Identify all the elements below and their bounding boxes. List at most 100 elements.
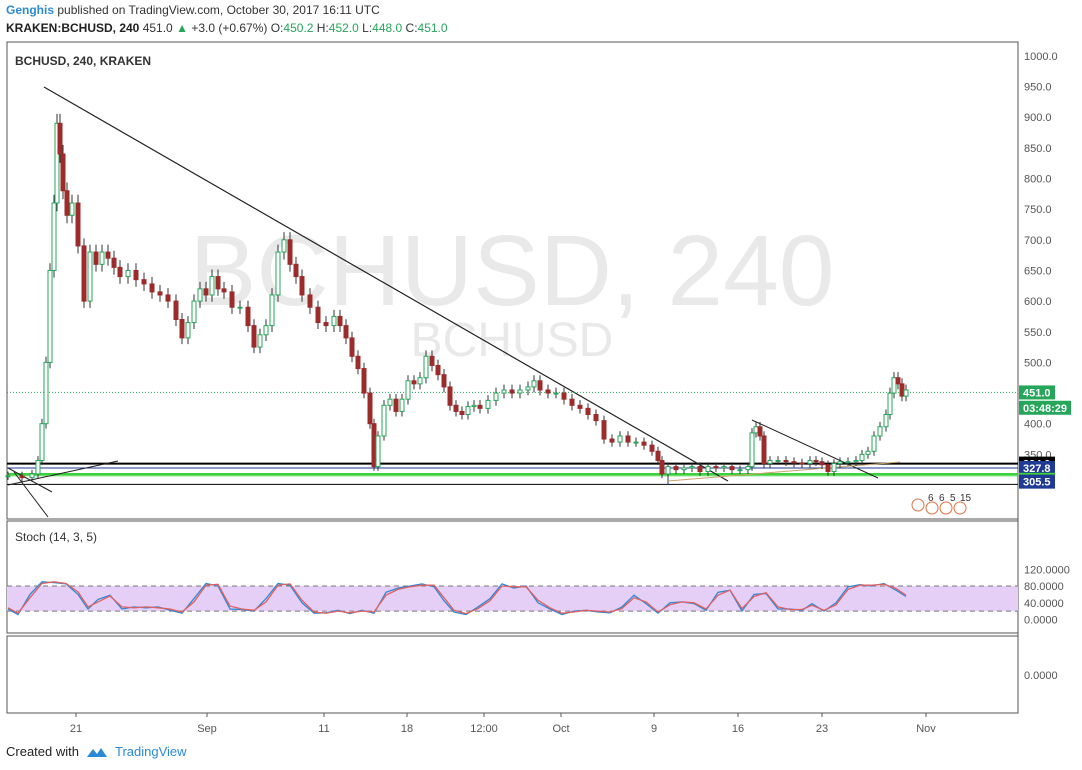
candle-down: [601, 420, 607, 440]
candle-down: [585, 407, 591, 416]
watermark-subtext: BCHUSD: [411, 314, 614, 367]
last-price: 451.0: [142, 21, 173, 35]
watermark-text: BCHUSD, 240: [190, 215, 835, 327]
price-tick-label: 900.0: [1024, 112, 1052, 124]
candle-down: [609, 438, 615, 443]
price-change: +3.0 (+0.67%): [191, 21, 268, 35]
candle-down: [729, 466, 735, 471]
candle-down: [429, 355, 435, 366]
candle-up: [465, 406, 471, 416]
price-tag-label: 305.5: [1023, 477, 1051, 489]
candle-down: [93, 251, 99, 265]
price-tag: [1019, 385, 1055, 400]
empty-pane-frame: [6, 635, 1019, 714]
x-tick-label: 18: [401, 723, 413, 735]
event-flag-icon: [911, 498, 925, 512]
candle-down: [713, 466, 719, 469]
candle-down: [569, 398, 575, 406]
price-tick-label: 500.0: [1024, 357, 1052, 369]
candle-down: [157, 291, 163, 296]
price-tag: [1019, 400, 1071, 415]
candle-down: [141, 279, 147, 285]
candle-up: [887, 392, 893, 416]
candle-up: [517, 389, 523, 394]
price-tag-label: 03:48:29: [1023, 403, 1067, 415]
candle-down: [673, 466, 679, 471]
candle-down: [367, 392, 373, 425]
candle-down: [299, 276, 305, 296]
minor-downtrend-line: [751, 419, 879, 479]
candle-up: [275, 251, 281, 296]
price-tick-label: 950.0: [1024, 82, 1052, 94]
candle-down: [57, 122, 63, 155]
candle-up: [51, 202, 57, 271]
tradingview-logo-icon: [86, 747, 107, 757]
candle-up: [54, 122, 60, 204]
low-label: L:: [362, 21, 373, 35]
candle-up: [237, 306, 243, 309]
x-tick-label: 21: [70, 723, 82, 735]
candle-down: [19, 475, 25, 479]
candle-down: [819, 461, 825, 466]
candle-up: [853, 459, 859, 463]
footer: Created with TradingView: [6, 744, 187, 759]
price-tick-label: 600.0: [1024, 296, 1052, 308]
candle-down: [435, 364, 441, 376]
candle-down: [655, 450, 661, 461]
candle-down: [117, 266, 123, 278]
x-tick-label: Nov: [916, 723, 936, 735]
price-tag-label: 327.8: [1023, 463, 1051, 475]
candle-up: [689, 466, 695, 469]
x-tick-label: 12:00: [470, 723, 498, 735]
high-value: 452.0: [328, 21, 359, 35]
candle-up: [903, 389, 909, 397]
open-label: O:: [270, 21, 284, 35]
candle-down: [215, 276, 221, 290]
candle-down: [287, 239, 293, 265]
candle-down: [441, 374, 447, 388]
event-count-label: 15: [960, 493, 972, 504]
candle-up: [525, 386, 531, 391]
candle-down: [791, 461, 797, 464]
event-flag-icon: [939, 501, 953, 515]
candle-down: [111, 257, 117, 268]
price-tag: [1019, 474, 1055, 489]
candle-up: [375, 435, 381, 468]
candle-down: [757, 426, 763, 437]
candle-down: [179, 318, 185, 339]
price-tag: [1019, 460, 1055, 475]
candle-up: [617, 435, 623, 443]
candle-down: [453, 404, 459, 412]
stoch-pane-label: Stoch (14, 3, 5): [15, 530, 97, 544]
candle-up: [665, 466, 671, 475]
candle-down: [105, 251, 111, 259]
candle-up: [753, 426, 759, 434]
rising-support-line: [667, 461, 901, 482]
uptrend-line: [7, 460, 119, 486]
candle-up: [43, 361, 49, 425]
candle-up: [749, 432, 755, 468]
candle-up: [197, 288, 203, 302]
candle-up: [531, 380, 537, 388]
candle-down: [641, 441, 647, 446]
price-tick-label: 650.0: [1024, 265, 1052, 277]
candle-down: [293, 263, 299, 278]
symbol-name: KRAKEN:BCHUSD, 240: [6, 21, 140, 35]
candle-up: [191, 300, 197, 324]
event-count-label: 5: [950, 493, 956, 504]
candle-down: [659, 459, 665, 475]
candle-down: [411, 380, 417, 385]
candle-up: [865, 450, 871, 455]
tradingview-brand-link[interactable]: TradingView: [114, 744, 187, 759]
low-value: 448.0: [372, 21, 403, 35]
candle-down: [899, 383, 905, 397]
crossing-line-2: [13, 471, 49, 518]
candle-down: [221, 288, 227, 293]
price-tick-label: 1000.0: [1024, 51, 1058, 63]
author-link[interactable]: Genghis: [6, 3, 55, 17]
candle-up: [871, 435, 877, 452]
candle-up: [263, 325, 269, 336]
candle-up: [883, 414, 889, 428]
candle-down: [593, 414, 599, 422]
